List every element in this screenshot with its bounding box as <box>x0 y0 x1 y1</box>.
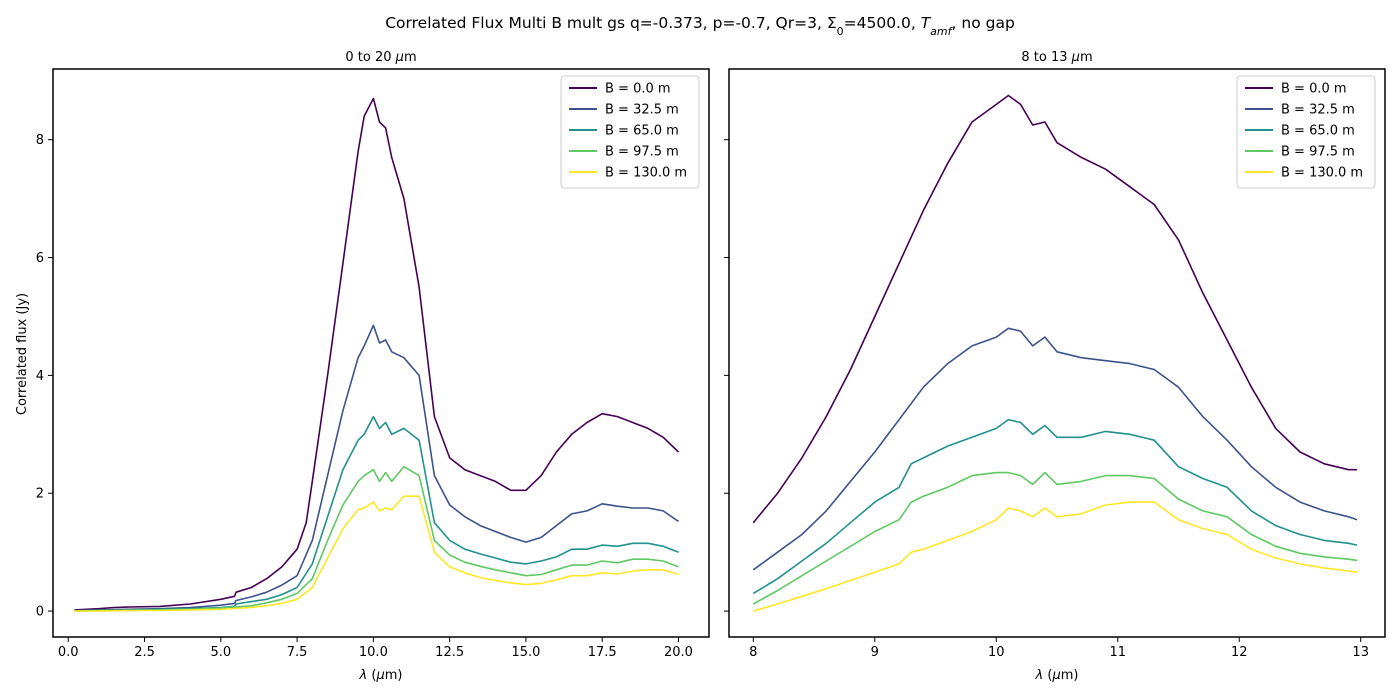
left-chart-panel: 0.0 2.5 5.0 7.5 10.0 12.5 15.0 17.5 20.0 0 2 4 6 8 0 t… <box>36 50 710 683</box>
left-legend-box <box>560 75 700 189</box>
right-x-axis-label: λ (μm) <box>1035 668 1079 683</box>
left-x-tick-label: 7.5 <box>287 645 308 660</box>
right-legend-label-3: B = 97.5 m <box>1281 145 1355 160</box>
left-x-tick-label: 5.0 <box>210 645 231 660</box>
left-x-tick-label: 15.0 <box>511 645 540 660</box>
right-legend-label-1: B = 32.5 m <box>1281 103 1355 118</box>
left-x-tick-label: 2.5 <box>134 645 155 660</box>
right-legend-box <box>1236 75 1376 189</box>
left-x-axis-label: λ (μm) <box>359 668 403 683</box>
left-legend-label-0: B = 0.0 m <box>605 82 671 97</box>
right-x-tick-label: 8 <box>749 645 757 660</box>
right-chart-panel: 8 9 10 11 12 13 8 to 13 μm λ (μm) B = 0.0 m B = 3… <box>724 50 1386 683</box>
figure-title: Correlated Flux Multi B mult gs q=-0.373… <box>385 14 1015 38</box>
left-series-line-3 <box>74 465 679 612</box>
right-series-line-3 <box>752 471 1358 605</box>
y-axis-label: Correlated flux (Jy) <box>15 293 30 415</box>
left-legend-label-2: B = 65.0 m <box>605 124 679 139</box>
left-y-tick-label: 6 <box>36 251 44 266</box>
right-series-line-4 <box>753 501 1358 612</box>
right-x-tick-label: 10 <box>988 645 1005 660</box>
right-legend-label-2: B = 65.0 m <box>1281 124 1355 139</box>
left-y-tick-label: 0 <box>36 605 44 620</box>
left-axes-frame <box>52 68 710 638</box>
right-panel-title: 8 to 13 μm <box>1021 50 1092 65</box>
right-series-line-0 <box>752 94 1358 524</box>
left-y-tick-label: 4 <box>36 369 44 384</box>
left-legend-label-1: B = 32.5 m <box>605 103 679 118</box>
left-x-tick-label: 17.5 <box>588 645 617 660</box>
right-series-line-2 <box>752 418 1358 595</box>
left-y-tick-label: 2 <box>36 487 44 502</box>
left-x-tick-label: 20.0 <box>664 645 693 660</box>
left-series-line-4 <box>74 495 679 612</box>
right-legend-label-0: B = 0.0 m <box>1281 82 1347 97</box>
left-legend-label-3: B = 97.5 m <box>605 145 679 160</box>
left-x-tick-label: 0.0 <box>58 645 79 660</box>
left-x-tick-label: 12.5 <box>435 645 464 660</box>
left-legend-label-4: B = 130.0 m <box>605 166 687 181</box>
right-x-tick-label: 11 <box>1109 645 1126 660</box>
left-y-tick-label: 8 <box>36 133 44 148</box>
right-axes-frame <box>728 68 1386 638</box>
right-x-tick-label: 12 <box>1231 645 1248 660</box>
left-x-tick-label: 10.0 <box>359 645 388 660</box>
right-x-tick-label: 13 <box>1352 645 1369 660</box>
right-x-tick-label: 9 <box>871 645 879 660</box>
left-series-line-2 <box>74 415 679 612</box>
right-legend-label-4: B = 130.0 m <box>1281 166 1363 181</box>
left-series-line-1 <box>74 324 679 612</box>
left-series-line-0 <box>74 97 680 611</box>
right-series-line-1 <box>752 327 1358 571</box>
left-panel-title: 0 to 20 μm <box>345 50 416 65</box>
